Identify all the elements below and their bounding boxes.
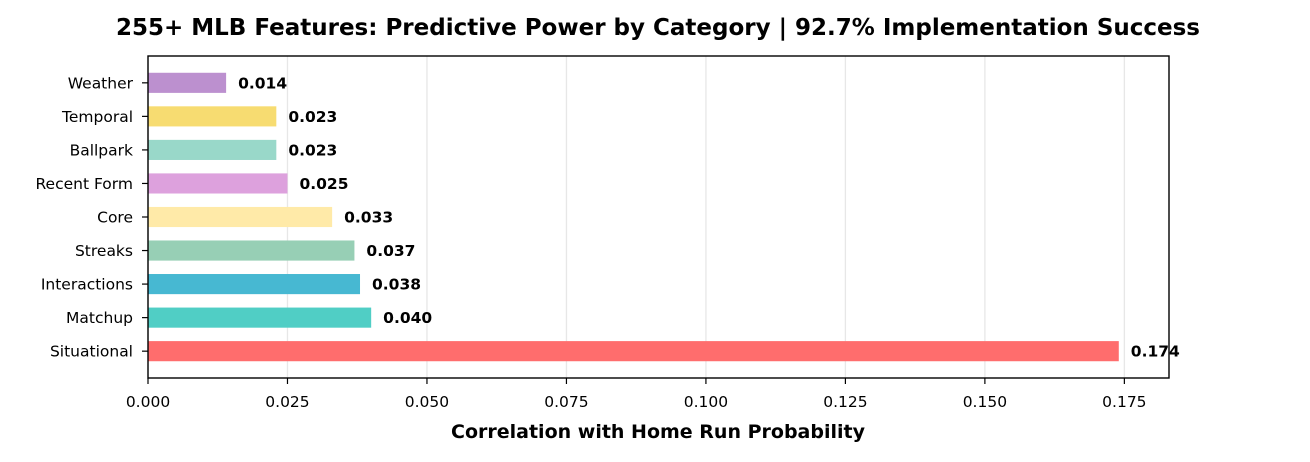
data-label: 0.023	[288, 141, 337, 159]
data-label: 0.025	[299, 175, 348, 193]
x-tick-label: 0.000	[126, 393, 170, 411]
chart-title: 255+ MLB Features: Predictive Power by C…	[116, 15, 1200, 41]
x-tick-label: 0.025	[265, 393, 309, 411]
data-label: 0.040	[383, 309, 432, 327]
y-tick-label: Streaks	[75, 242, 133, 260]
x-tick-label: 0.050	[405, 393, 449, 411]
x-tick-label: 0.175	[1102, 393, 1146, 411]
y-tick-label: Weather	[68, 74, 134, 92]
data-label: 0.174	[1131, 343, 1180, 361]
bar-core	[148, 206, 333, 228]
y-axis: Situational Matchup Interactions Streaks Cor…	[35, 74, 148, 361]
data-label: 0.038	[372, 276, 421, 294]
bar-temporal	[148, 106, 277, 127]
y-tick-label: Interactions	[41, 276, 133, 294]
bar-situational	[148, 341, 1119, 362]
x-axis: 0.000 0.025 0.050 0.075 0.100 0.125 0.150 0.175	[126, 378, 1147, 411]
x-tick-label: 0.100	[684, 393, 728, 411]
y-tick-label: Temporal	[61, 108, 133, 126]
y-tick-label: Core	[97, 209, 133, 227]
data-label: 0.033	[344, 209, 393, 227]
bars-layer	[148, 72, 1119, 362]
grid-layer	[147, 56, 1126, 378]
bar-ballpark	[148, 139, 277, 160]
bar-recent-form	[148, 173, 288, 194]
x-tick-label: 0.150	[963, 393, 1007, 411]
y-tick-label: Matchup	[66, 309, 133, 327]
x-axis-label: Correlation with Home Run Probability	[451, 421, 866, 443]
bar-interactions	[148, 274, 361, 295]
data-label: 0.037	[366, 242, 415, 260]
x-tick-label: 0.125	[823, 393, 867, 411]
y-tick-label: Recent Form	[35, 175, 133, 193]
bar-streaks	[148, 240, 355, 261]
bar-weather	[148, 72, 227, 93]
data-label: 0.023	[288, 108, 337, 126]
y-tick-label: Ballpark	[70, 141, 133, 159]
data-labels-layer: 0.174 0.040 0.038 0.037 0.033 0.025 0.023 0.023…	[238, 74, 1180, 360]
y-tick-label: Situational	[50, 343, 133, 361]
x-tick-label: 0.075	[544, 393, 588, 411]
data-label: 0.014	[238, 74, 287, 92]
bar-matchup	[148, 307, 372, 328]
